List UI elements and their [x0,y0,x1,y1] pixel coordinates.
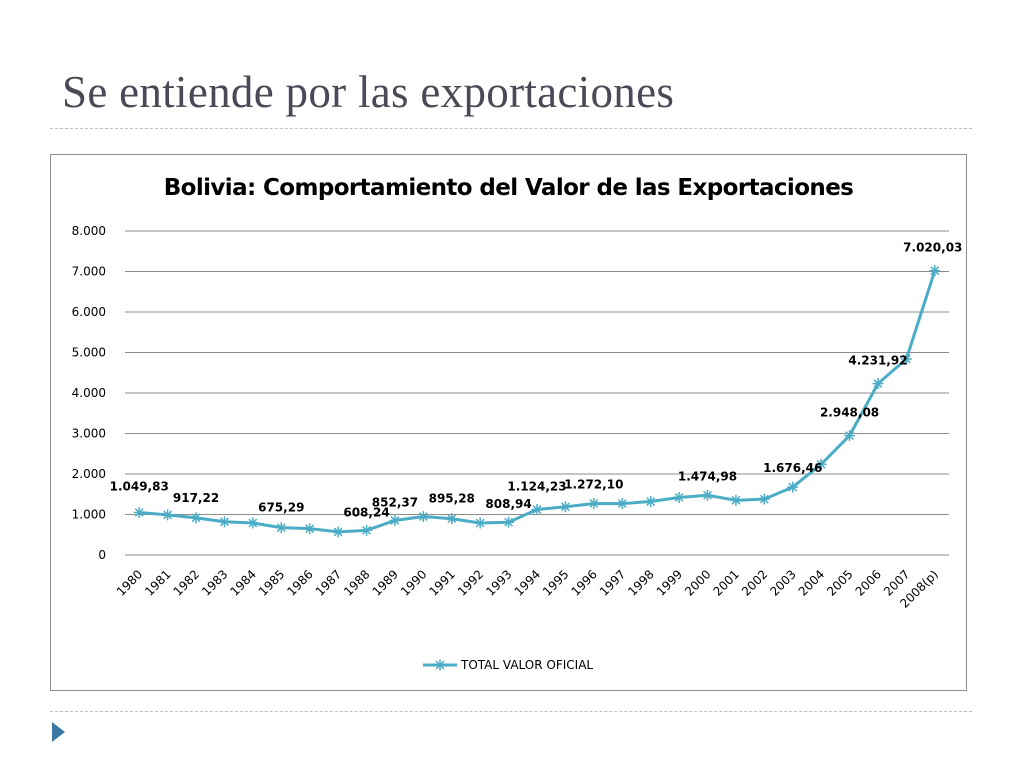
data-point [474,517,486,529]
x-tick-label: 2000 [682,567,713,598]
data-point [133,506,145,518]
data-label: 1.124,23 [507,479,566,493]
data-point [929,265,941,277]
data-label: 4.231,92 [848,354,907,368]
data-label: 7.020,03 [903,241,962,255]
y-tick-label: 0 [98,548,106,562]
data-label: 917,22 [173,491,219,505]
y-tick-label: 1.000 [72,508,106,522]
x-tick-label: 2005 [824,567,855,598]
x-tick-label: 1986 [284,567,315,598]
x-tick-label: 1991 [426,567,457,598]
x-tick-label: 1994 [512,567,543,598]
data-label: 2.948,08 [820,406,879,420]
data-point [559,501,571,513]
data-point [531,503,543,515]
data-point [872,378,884,390]
x-tick-label: 1990 [398,567,429,598]
x-tick-label: 1998 [625,567,656,598]
slide-title: Se entiende por las exportaciones [62,67,675,117]
data-point [190,512,202,524]
data-point [389,514,401,526]
data-point [673,491,685,503]
y-tick-label: 3.000 [72,427,106,441]
data-point [730,494,742,506]
x-tick-label: 2003 [767,567,798,598]
data-point [645,496,657,508]
x-tick-label: 1992 [455,567,486,598]
x-tick-label: 1993 [483,567,514,598]
y-tick-label: 8.000 [72,224,106,238]
data-point [218,516,230,528]
data-point [815,458,827,470]
chart-title: Bolivia: Comportamiento del Valor de las… [163,175,854,201]
x-tick-label: 1985 [256,567,287,598]
x-tick-label: 2006 [853,567,884,598]
data-point [787,481,799,493]
data-label: 1.676,46 [763,461,822,475]
chart-frame: Bolivia: Comportamiento del Valor de las… [50,154,967,691]
x-tick-label: 1984 [227,567,258,598]
legend-label: TOTAL VALOR OFICIAL [460,658,593,672]
data-label: 852,37 [372,495,418,509]
x-tick-label: 1999 [654,567,685,598]
data-point [162,509,174,521]
x-tick-label: 1997 [597,567,628,598]
bottom-divider [50,711,972,712]
data-point [844,430,856,442]
data-point [304,523,316,535]
triangle-bullet-icon [52,722,65,742]
data-label: 1.474,98 [678,469,737,483]
x-tick-label: 1996 [568,567,599,598]
data-point [361,524,373,536]
x-tick-label: 1988 [341,567,372,598]
x-tick-label: 1995 [540,567,571,598]
x-tick-label: 1987 [313,567,344,598]
x-tick-label: 1980 [114,567,145,598]
data-point [616,498,628,510]
x-tick-label: 1981 [142,567,173,598]
y-tick-label: 2.000 [72,467,106,481]
y-tick-label: 5.000 [72,346,106,360]
data-point [588,497,600,509]
y-tick-label: 6.000 [72,305,106,319]
y-tick-label: 7.000 [72,265,106,279]
line-chart: 0 1.000 2.000 3.000 4.000 5.000 6.000 7.000 8.00… [72,224,963,672]
x-tick-label: 1983 [199,567,230,598]
x-tick-label: 1989 [370,567,401,598]
data-point [417,511,429,523]
data-label: 1.049,83 [110,479,169,493]
x-tick-label: 1982 [171,567,202,598]
data-point [275,522,287,534]
data-point [446,513,458,525]
data-label: 895,28 [429,492,475,506]
data-label: 808,94 [485,497,531,511]
data-point [332,526,344,538]
data-label: 1.272,10 [564,477,623,491]
data-point [758,493,770,505]
data-point [247,517,259,529]
y-tick-label: 4.000 [72,386,106,400]
x-tick-label: 2004 [796,567,827,598]
data-label: 608,24 [343,505,389,519]
legend-marker [434,659,446,671]
x-tick-label: 2001 [711,567,742,598]
data-point [900,353,912,365]
x-tick-label: 2002 [739,567,770,598]
top-divider [50,128,972,129]
data-point [701,489,713,501]
data-point [503,516,515,528]
data-label: 675,29 [258,501,304,515]
